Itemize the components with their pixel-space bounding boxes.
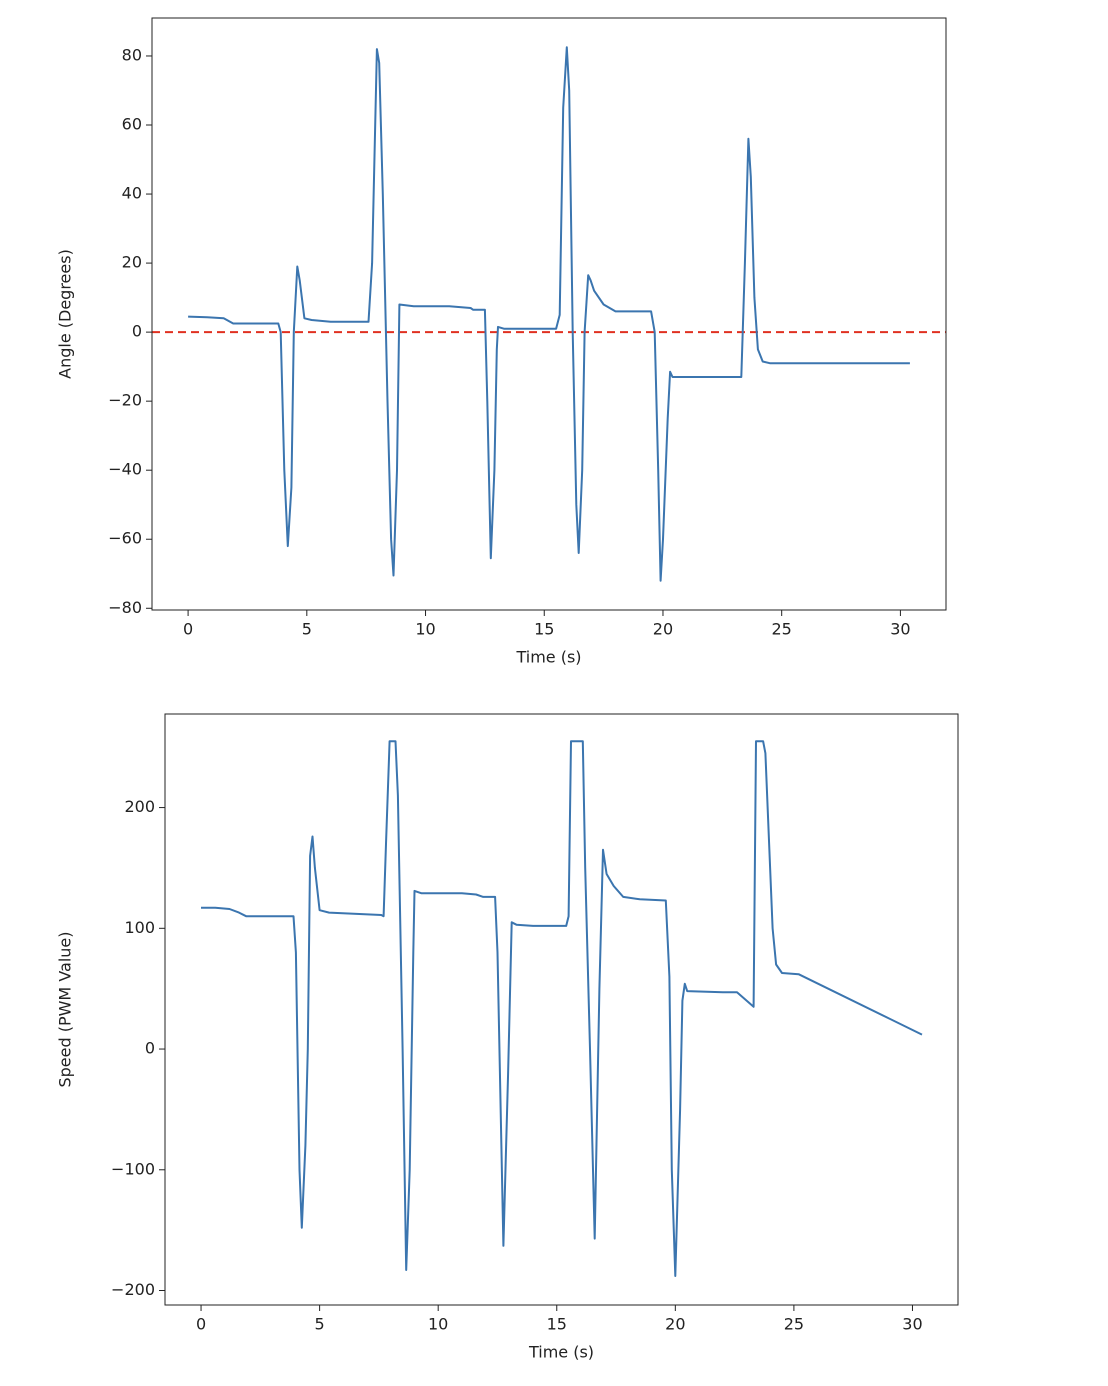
y-axis-label: Angle (Degrees) [56, 249, 75, 379]
x-tick-label: 25 [772, 620, 792, 639]
x-axis-label: Time (s) [528, 1343, 594, 1362]
data-line [188, 46, 910, 582]
x-tick-label: 25 [784, 1315, 804, 1334]
y-tick-label: −40 [108, 460, 142, 479]
x-tick-label: 15 [534, 620, 554, 639]
x-tick-label: 0 [183, 620, 193, 639]
x-tick-label: 30 [902, 1315, 922, 1334]
y-tick-label: 0 [132, 322, 142, 341]
x-axis-label: Time (s) [515, 648, 581, 667]
y-tick-label: 200 [124, 797, 155, 816]
y-tick-label: −200 [111, 1280, 155, 1299]
y-tick-label: 80 [122, 45, 142, 64]
y-tick-label: 40 [122, 184, 142, 203]
y-tick-label: −20 [108, 391, 142, 410]
y-tick-label: 20 [122, 253, 142, 272]
x-tick-label: 5 [302, 620, 312, 639]
x-tick-label: 5 [315, 1315, 325, 1334]
y-tick-label: −100 [111, 1159, 155, 1178]
x-tick-label: 20 [665, 1315, 685, 1334]
y-tick-label: 0 [145, 1039, 155, 1058]
x-tick-label: 15 [547, 1315, 567, 1334]
y-tick-label: −60 [108, 529, 142, 548]
data-line [201, 740, 923, 1277]
y-tick-label: 60 [122, 115, 142, 134]
x-tick-label: 10 [428, 1315, 448, 1334]
y-tick-label: 100 [124, 918, 155, 937]
x-tick-label: 30 [890, 620, 910, 639]
y-tick-label: −80 [108, 598, 142, 617]
x-tick-label: 20 [653, 620, 673, 639]
x-tick-label: 10 [415, 620, 435, 639]
plot-frame [151, 17, 947, 611]
y-axis-label: Speed (PWM Value) [56, 931, 75, 1087]
plot-frame [164, 713, 959, 1306]
x-tick-label: 0 [196, 1315, 206, 1334]
